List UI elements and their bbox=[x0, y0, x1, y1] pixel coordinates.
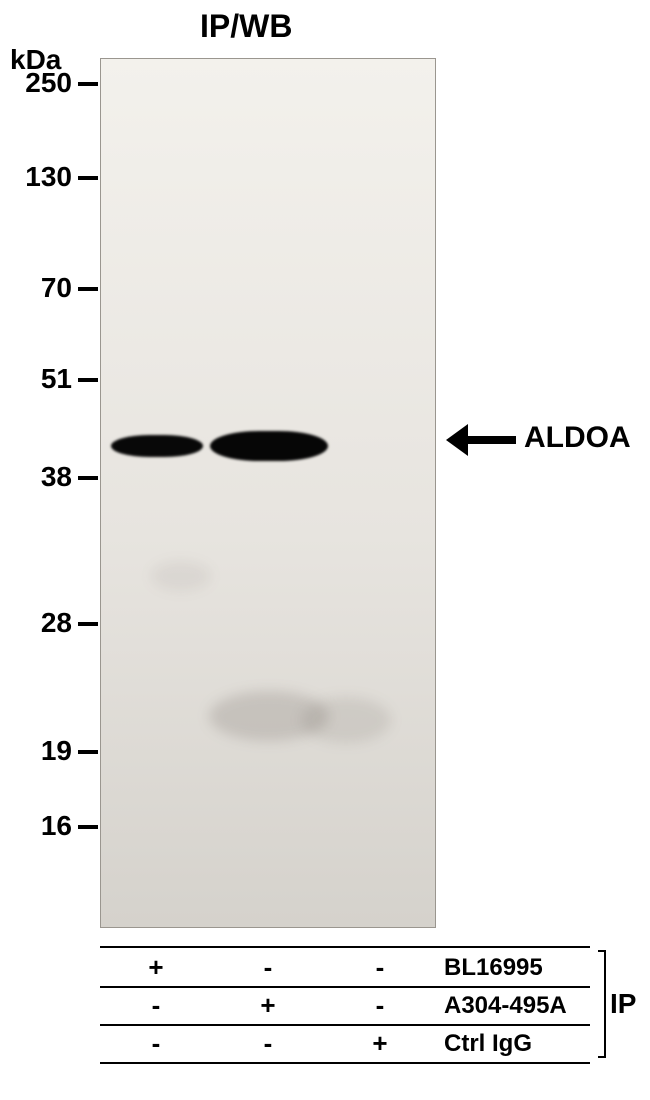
background-smudge bbox=[151, 561, 211, 591]
ip-table-cell: + bbox=[212, 990, 324, 1021]
ip-table-cell: - bbox=[100, 1028, 212, 1059]
mw-marker-label: 28 bbox=[12, 607, 72, 639]
mw-marker-label: 19 bbox=[12, 735, 72, 767]
table-rule bbox=[100, 986, 590, 988]
antibody-label: BL16995 bbox=[444, 954, 543, 982]
mw-marker-label: 70 bbox=[12, 272, 72, 304]
blot-membrane bbox=[100, 58, 436, 928]
table-rule bbox=[100, 1024, 590, 1026]
table-rule bbox=[100, 1062, 590, 1064]
ip-table-cell: + bbox=[100, 952, 212, 983]
mw-marker-label: 250 bbox=[12, 67, 72, 99]
ip-table-cell: - bbox=[212, 952, 324, 983]
mw-marker-label: 51 bbox=[12, 363, 72, 395]
figure-title: IP/WB bbox=[200, 8, 292, 45]
ip-table-cell: - bbox=[324, 952, 436, 983]
mw-marker-label: 16 bbox=[12, 810, 72, 842]
mw-marker-tick bbox=[78, 287, 98, 291]
protein-band bbox=[111, 435, 203, 457]
mw-marker-tick bbox=[78, 825, 98, 829]
antibody-label: Ctrl IgG bbox=[444, 1030, 532, 1058]
ip-table-cell: - bbox=[324, 990, 436, 1021]
arrow-head-icon bbox=[446, 424, 468, 456]
ip-table-cell: - bbox=[212, 1028, 324, 1059]
band-label: ALDOA bbox=[524, 421, 631, 455]
table-rule bbox=[100, 946, 590, 948]
mw-marker-tick bbox=[78, 476, 98, 480]
background-smudge bbox=[301, 697, 391, 743]
mw-marker-tick bbox=[78, 750, 98, 754]
mw-marker-tick bbox=[78, 82, 98, 86]
ip-table-cell: - bbox=[100, 990, 212, 1021]
ip-table-cell: + bbox=[324, 1028, 436, 1059]
mw-marker-tick bbox=[78, 622, 98, 626]
western-blot-figure: IP/WB kDa 250130705138281916 ALDOA +--BL… bbox=[0, 0, 650, 1100]
mw-marker-tick bbox=[78, 378, 98, 382]
mw-marker-label: 130 bbox=[12, 161, 72, 193]
brace-icon bbox=[598, 950, 606, 1058]
ip-axis-label: IP bbox=[610, 988, 636, 1020]
mw-marker-tick bbox=[78, 176, 98, 180]
arrow-shaft bbox=[466, 436, 516, 444]
protein-band bbox=[210, 431, 328, 461]
antibody-label: A304-495A bbox=[444, 992, 567, 1020]
mw-marker-label: 38 bbox=[12, 461, 72, 493]
